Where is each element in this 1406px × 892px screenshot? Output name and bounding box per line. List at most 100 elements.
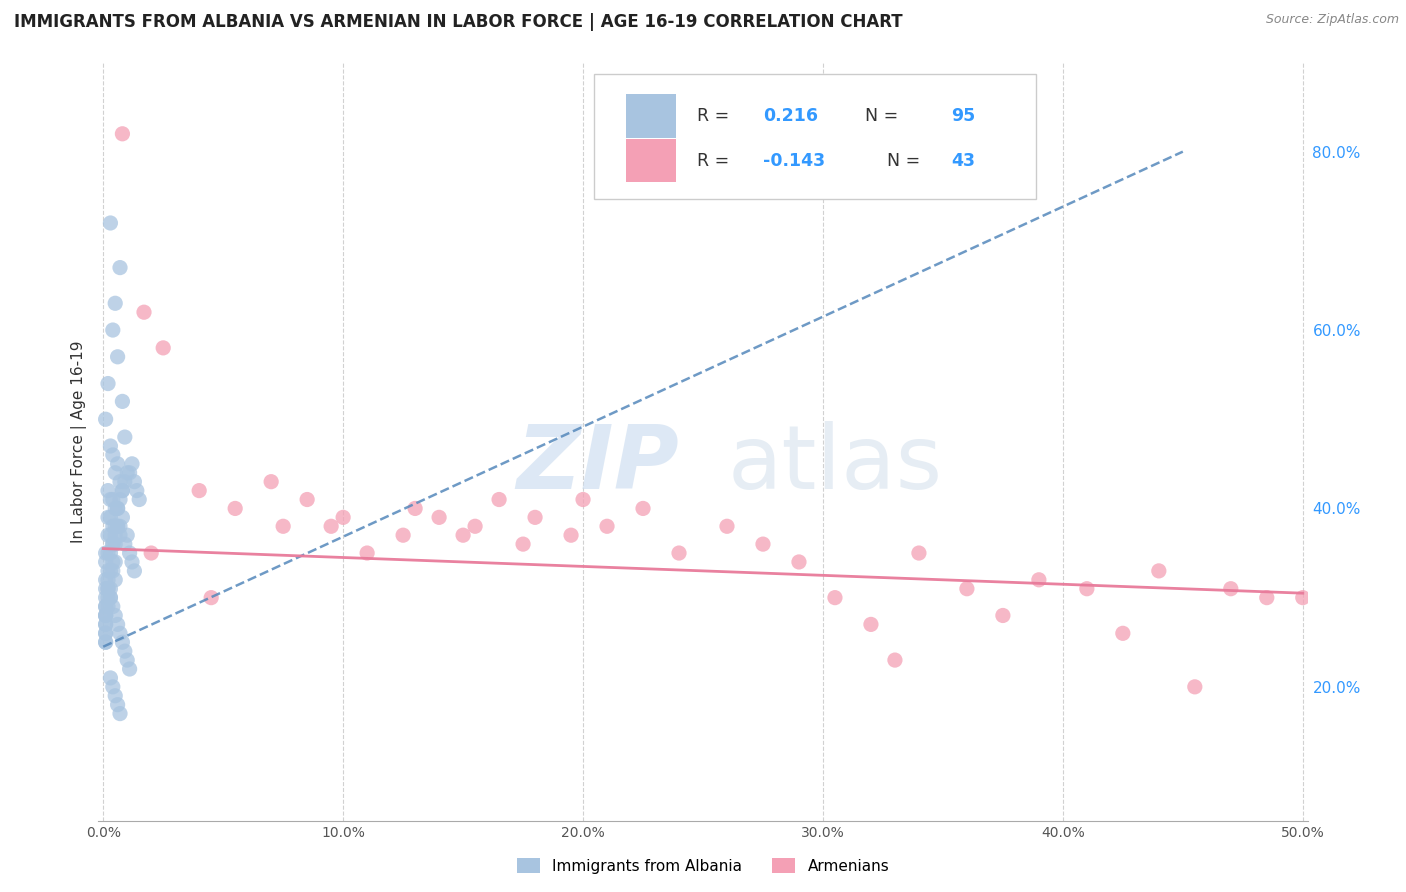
Point [1256,591,1278,605]
FancyBboxPatch shape [595,74,1035,199]
Point [100,671,122,685]
Point [100,528,122,542]
Point [94,617,117,632]
Point [427,510,450,524]
Point [1147,564,1170,578]
Point [107,519,129,533]
Point [94,608,117,623]
Point [100,582,122,596]
Text: 0.216: 0.216 [763,107,818,125]
Point [94,635,117,649]
Point [101,323,124,337]
Point [94,599,117,614]
Point [104,466,127,480]
Text: R =: R = [697,107,735,125]
Point [94,608,117,623]
Point [114,475,136,489]
Point [295,492,318,507]
Legend: Immigrants from Albania, Armenians: Immigrants from Albania, Armenians [510,852,896,880]
Point [114,644,136,658]
Point [115,653,138,667]
Point [107,501,129,516]
Point [104,528,127,542]
Point [100,510,122,524]
Point [100,216,122,230]
Point [524,510,547,524]
Point [100,546,122,560]
Point [94,635,117,649]
Point [97,376,120,391]
Point [108,519,131,533]
Text: N =: N = [876,152,925,169]
Point [97,564,120,578]
Point [1112,626,1135,640]
Point [94,582,117,596]
Point [321,519,343,533]
Point [118,662,141,676]
Point [97,483,120,498]
Point [111,394,134,409]
Point [107,457,129,471]
Y-axis label: In Labor Force | Age 16-19: In Labor Force | Age 16-19 [72,340,87,543]
Point [100,591,122,605]
Point [572,492,595,507]
Point [991,608,1014,623]
Point [108,706,131,721]
Point [94,626,117,640]
Point [121,457,143,471]
Point [104,501,127,516]
Point [224,501,246,516]
Point [956,582,979,596]
Point [884,653,907,667]
Point [100,591,122,605]
Point [824,591,846,605]
Point [451,528,474,542]
Point [1076,582,1098,596]
Point [100,439,122,453]
Point [392,528,415,542]
Point [125,483,148,498]
Text: Source: ZipAtlas.com: Source: ZipAtlas.com [1265,13,1399,27]
Point [101,599,124,614]
Point [97,573,120,587]
Point [108,260,131,275]
Point [94,573,117,587]
Point [118,546,141,560]
Point [464,519,486,533]
Point [104,296,127,310]
Point [152,341,174,355]
Point [94,591,117,605]
Point [108,626,131,640]
Point [94,599,117,614]
Point [104,537,127,551]
Text: -0.143: -0.143 [763,152,825,169]
Point [100,492,122,507]
Text: atlas: atlas [727,421,942,508]
Point [115,528,138,542]
Point [104,555,127,569]
Point [114,537,136,551]
Point [97,582,120,596]
Point [97,591,120,605]
Point [108,475,131,489]
Point [94,626,117,640]
Point [101,564,124,578]
Point [101,492,124,507]
Text: 95: 95 [950,107,976,125]
Point [101,519,124,533]
Point [631,501,654,516]
Point [107,698,129,712]
Point [787,555,810,569]
Point [716,519,738,533]
Point [107,617,129,632]
FancyBboxPatch shape [626,139,676,182]
Point [111,127,134,141]
Text: IMMIGRANTS FROM ALBANIA VS ARMENIAN IN LABOR FORCE | AGE 16-19 CORRELATION CHART: IMMIGRANTS FROM ALBANIA VS ARMENIAN IN L… [14,13,903,31]
Point [859,617,882,632]
Point [124,475,146,489]
Point [108,492,131,507]
Point [111,635,134,649]
Point [101,448,124,462]
Point [115,466,138,480]
Point [118,466,141,480]
